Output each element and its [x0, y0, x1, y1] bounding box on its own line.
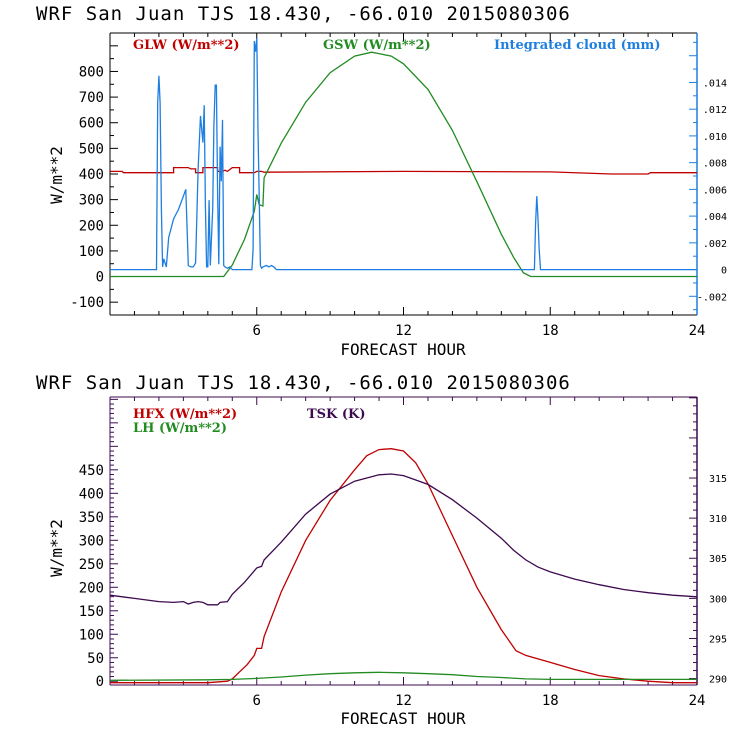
top-y-tick-label: -100 [70, 295, 104, 311]
top-y2-tick-label: .014 [703, 78, 727, 89]
series-integrated-cloud-line [110, 38, 697, 271]
bottom-y-tick-label: 100 [79, 627, 104, 643]
series-hfx-line [110, 448, 697, 684]
bottom-y2-tick-label: 315 [709, 474, 727, 485]
top-y-tick-label: 100 [79, 244, 104, 260]
bottom-x-tick-label: 24 [689, 693, 706, 709]
legend-tsk: TSK (K) [307, 407, 366, 422]
top-legend: GLW (W/m**2) GSW (W/m**2) Integrated clo… [133, 38, 660, 53]
bottom-y-tick-label: 0 [96, 674, 104, 690]
top-y2-tick-label: .012 [703, 105, 727, 116]
top-y2-tick-label: .002 [703, 239, 727, 250]
bottom-panel: WRF San Juan TJS 18.430, -66.010 2015080… [36, 372, 727, 728]
top-y-tick-label: 800 [79, 64, 104, 80]
top-y2-tick-label: .008 [703, 159, 727, 170]
bottom-y2-tick-label: 305 [709, 554, 727, 565]
top-y2-tick-label: .010 [703, 132, 727, 143]
top-y2-tick-label: 0 [721, 266, 727, 277]
series-lh-line [109, 671, 697, 681]
top-xlabel: FORECAST HOUR [340, 340, 466, 359]
bottom-y-tick-label: 350 [79, 510, 104, 526]
top-x-tick-label: 18 [542, 323, 559, 339]
series-tsk-line [109, 473, 698, 606]
bottom-x-tick-label: 18 [542, 693, 559, 709]
bottom-legend: HFX (W/m**2) LH (W/m**2) TSK (K) [133, 407, 366, 436]
top-y2-tick-label: -.002 [697, 292, 727, 303]
top-y-tick-label: 600 [79, 116, 104, 132]
bottom-y2-tick-label: 300 [709, 594, 727, 605]
bottom-y-tick-label: 150 [79, 604, 104, 620]
top-y-tick-label: 400 [79, 167, 104, 183]
bottom-y2-tick-label: 310 [709, 514, 727, 525]
bottom-y-tick-label: 250 [79, 557, 104, 573]
bottom-title: WRF San Juan TJS 18.430, -66.010 2015080… [36, 372, 571, 394]
bottom-ylabel: W/m**2 [47, 519, 66, 577]
legend-lh: LH (W/m**2) [133, 421, 227, 436]
top-x-tick-label: 12 [395, 323, 412, 339]
bottom-y-tick-label: 50 [87, 651, 104, 667]
bottom-x-tick-label: 12 [395, 693, 412, 709]
top-x-tick-label: 6 [253, 323, 261, 339]
top-y2-tick-label: .004 [703, 212, 727, 223]
bottom-y-tick-label: 400 [79, 486, 104, 502]
legend-gsw: GSW (W/m**2) [323, 38, 431, 53]
top-title: WRF San Juan TJS 18.430, -66.010 2015080… [36, 3, 571, 25]
bottom-y-tick-label: 450 [79, 463, 104, 479]
bottom-y-tick-label: 300 [79, 533, 104, 549]
top-panel: WRF San Juan TJS 18.430, -66.010 2015080… [36, 3, 727, 359]
top-ylabel: W/m**2 [47, 146, 66, 204]
bottom-xlabel: FORECAST HOUR [340, 709, 466, 728]
bottom-y2-tick-label: 290 [709, 675, 727, 686]
legend-hfx: HFX (W/m**2) [133, 407, 237, 422]
series-glw-line [110, 166, 697, 175]
legend-glw: GLW (W/m**2) [133, 38, 240, 53]
top-y-tick-label: 200 [79, 218, 104, 234]
top-y-tick-label: 300 [79, 193, 104, 209]
top-y-tick-label: 700 [79, 90, 104, 106]
top-y-tick-label: 0 [96, 270, 104, 286]
top-y-tick-label: 500 [79, 141, 104, 157]
top-y2-tick-label: .006 [703, 185, 727, 196]
bottom-y2-tick-label: 295 [709, 634, 727, 645]
bottom-x-tick-label: 6 [253, 693, 261, 709]
bottom-y-tick-label: 200 [79, 580, 104, 596]
top-x-tick-label: 24 [689, 323, 706, 339]
legend-cloud: Integrated cloud (mm) [494, 38, 660, 53]
